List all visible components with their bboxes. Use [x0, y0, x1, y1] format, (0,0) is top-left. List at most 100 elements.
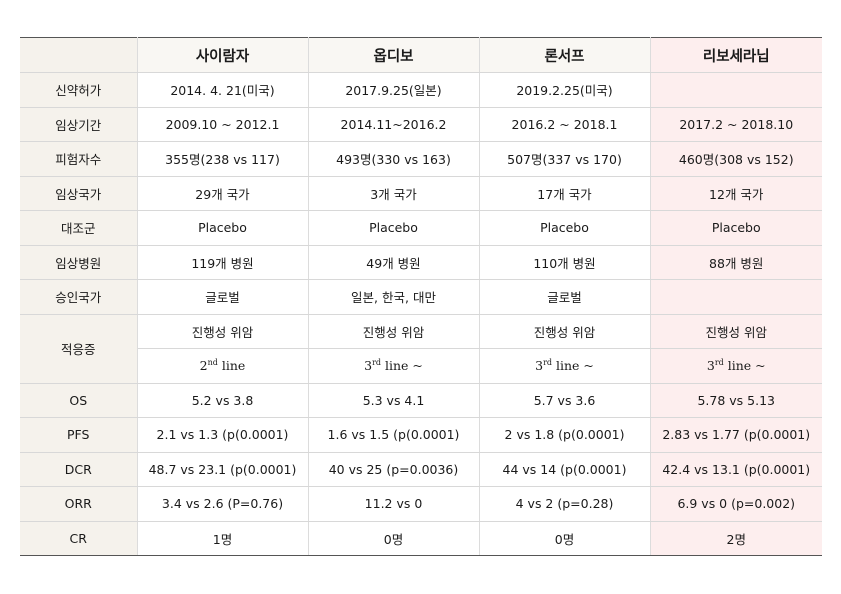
line-text: line ~ — [552, 358, 594, 374]
line-text: line ~ — [723, 358, 766, 374]
row-label: PFS — [20, 417, 138, 453]
table-cell: 48.7 vs 23.1 (p(0.0001) — [137, 452, 309, 487]
table-cell: 1.6 vs 1.5 (p(0.0001) — [308, 417, 480, 453]
table-row: 승인국가 글로벌 일본, 한국, 대만 글로벌 — [20, 279, 822, 315]
line-ordinal: rd — [714, 358, 724, 368]
table-row: 대조군 Placebo Placebo Placebo Placebo — [20, 210, 822, 246]
table-cell: Placebo — [479, 210, 651, 246]
indication-cell: 진행성 위암 — [308, 314, 480, 349]
table-cell: 507명(337 vs 170) — [479, 141, 651, 177]
table-cell-highlighted: 42.4 vs 13.1 (p(0.0001) — [650, 452, 822, 487]
table-cell: 2.1 vs 1.3 (p(0.0001) — [137, 417, 309, 453]
indication-cell-highlighted: 진행성 위암 — [650, 314, 822, 349]
table-cell: 2009.10 ~ 2012.1 — [137, 107, 309, 142]
table-cell: 110개 병원 — [479, 245, 651, 280]
table-cell: 493명(330 vs 163) — [308, 141, 480, 177]
table-cell: 44 vs 14 (p(0.0001) — [479, 452, 651, 487]
table-cell-highlighted — [650, 279, 822, 315]
indication-cell: 진행성 위암 — [137, 314, 309, 349]
comparison-table: 사이람자 옵디보 론서프 리보세라닙 신약허가 2014. 4. 21(미국) … — [20, 37, 822, 556]
row-label: 신약허가 — [20, 72, 138, 108]
table-cell: 355명(238 vs 117) — [137, 141, 309, 177]
table-cell: 119개 병원 — [137, 245, 309, 280]
table-row: 임상기간 2009.10 ~ 2012.1 2014.11~2016.2 201… — [20, 107, 822, 142]
header-row: 사이람자 옵디보 론서프 리보세라닙 — [20, 37, 822, 73]
table-cell-highlighted: 2명 — [650, 521, 822, 556]
result-row: PFS 2.1 vs 1.3 (p(0.0001) 1.6 vs 1.5 (p(… — [20, 417, 822, 453]
result-row: ORR 3.4 vs 2.6 (P=0.76) 11.2 vs 0 4 vs 2… — [20, 486, 822, 522]
table-cell-highlighted: 88개 병원 — [650, 245, 822, 280]
table-cell: 2014.11~2016.2 — [308, 107, 480, 142]
line-ordinal: rd — [543, 358, 553, 368]
line-ordinal: rd — [372, 358, 382, 368]
table-cell: 2 vs 1.8 (p(0.0001) — [479, 417, 651, 453]
table-cell: 2014. 4. 21(미국) — [137, 72, 309, 108]
table-cell: 글로벌 — [137, 279, 309, 315]
column-header: 사이람자 — [137, 37, 309, 73]
line-of-therapy-cell-highlighted: 3rd line ~ — [650, 348, 822, 384]
result-row: OS 5.2 vs 3.8 5.3 vs 4.1 5.7 vs 3.6 5.78… — [20, 383, 822, 418]
table-cell-highlighted: 6.9 vs 0 (p=0.002) — [650, 486, 822, 522]
table-cell-highlighted: 2.83 vs 1.77 (p(0.0001) — [650, 417, 822, 453]
table-cell: 49개 병원 — [308, 245, 480, 280]
row-label: CR — [20, 521, 138, 556]
column-header: 론서프 — [479, 37, 651, 73]
table-cell: 0명 — [308, 521, 480, 556]
row-label: 임상기간 — [20, 107, 138, 142]
table-row: 피험자수 355명(238 vs 117) 493명(330 vs 163) 5… — [20, 141, 822, 177]
line-text: line — [217, 358, 246, 374]
table-cell: 2017.9.25(일본) — [308, 72, 480, 108]
table-cell: 29개 국가 — [137, 176, 309, 211]
row-label: 임상병원 — [20, 245, 138, 280]
row-label: 승인국가 — [20, 279, 138, 315]
row-label: 임상국가 — [20, 176, 138, 211]
indication-cell: 진행성 위암 — [479, 314, 651, 349]
table-cell: 4 vs 2 (p=0.28) — [479, 486, 651, 522]
table-cell-highlighted — [650, 72, 822, 108]
row-label: OS — [20, 383, 138, 418]
table-cell: 11.2 vs 0 — [308, 486, 480, 522]
table-cell-highlighted: 460명(308 vs 152) — [650, 141, 822, 177]
column-header-highlighted: 리보세라닙 — [650, 37, 822, 73]
table-cell: 0명 — [479, 521, 651, 556]
line-number: 3 — [364, 358, 373, 374]
table-cell: 3.4 vs 2.6 (P=0.76) — [137, 486, 309, 522]
indication-row-2: 2nd line 3rd line ~ 3rd line ~ 3rd line … — [20, 348, 822, 384]
line-text: line ~ — [381, 358, 423, 374]
line-number: 3 — [706, 358, 715, 374]
row-label: 피험자수 — [20, 141, 138, 177]
table-cell: 17개 국가 — [479, 176, 651, 211]
table-cell-highlighted: 12개 국가 — [650, 176, 822, 211]
table-cell: Placebo — [308, 210, 480, 246]
column-header: 옵디보 — [308, 37, 480, 73]
table-row: 임상국가 29개 국가 3개 국가 17개 국가 12개 국가 — [20, 176, 822, 211]
corner-cell — [20, 37, 138, 73]
row-label: ORR — [20, 486, 138, 522]
indication-row-1: 적응증 진행성 위암 진행성 위암 진행성 위암 진행성 위암 — [20, 314, 822, 384]
table-cell: 2016.2 ~ 2018.1 — [479, 107, 651, 142]
row-label: 대조군 — [20, 210, 138, 246]
table-cell-highlighted: 5.78 vs 5.13 — [650, 383, 822, 418]
table-cell: Placebo — [137, 210, 309, 246]
row-label: DCR — [20, 452, 138, 487]
table-cell: 40 vs 25 (p=0.0036) — [308, 452, 480, 487]
result-row: CR 1명 0명 0명 2명 — [20, 521, 822, 556]
table-cell: 3개 국가 — [308, 176, 480, 211]
row-label-indication: 적응증 — [20, 314, 138, 384]
table-cell: 5.2 vs 3.8 — [137, 383, 309, 418]
table-cell: 일본, 한국, 대만 — [308, 279, 480, 315]
table-cell: 글로벌 — [479, 279, 651, 315]
table-row: 신약허가 2014. 4. 21(미국) 2017.9.25(일본) 2019.… — [20, 72, 822, 108]
table-row: 임상병원 119개 병원 49개 병원 110개 병원 88개 병원 — [20, 245, 822, 280]
result-row: DCR 48.7 vs 23.1 (p(0.0001) 40 vs 25 (p=… — [20, 452, 822, 487]
line-of-therapy-cell: 2nd line — [137, 348, 309, 384]
line-of-therapy-cell: 3rd line ~ — [308, 348, 480, 384]
line-number: 3 — [535, 358, 544, 374]
table-cell-highlighted: Placebo — [650, 210, 822, 246]
table-cell: 1명 — [137, 521, 309, 556]
table-cell-highlighted: 2017.2 ~ 2018.10 — [650, 107, 822, 142]
table-cell: 2019.2.25(미국) — [479, 72, 651, 108]
line-number: 2 — [199, 358, 208, 374]
line-ordinal: nd — [207, 358, 218, 368]
table-cell: 5.7 vs 3.6 — [479, 383, 651, 418]
